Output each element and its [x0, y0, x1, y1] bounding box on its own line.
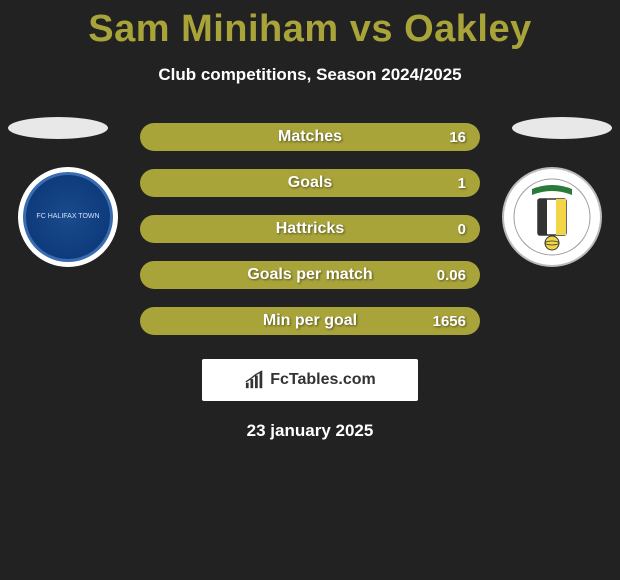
crest-right-svg	[512, 177, 592, 257]
date-label: 23 january 2025	[0, 421, 620, 441]
stat-value: 1	[458, 175, 466, 192]
chart-icon	[244, 370, 266, 390]
player-silhouette-right	[512, 117, 612, 139]
comparison-panel: FC HALIFAX TOWN Matches 16 Goals 1 Hattr…	[0, 123, 620, 441]
stat-bar: Goals per match 0.06	[140, 261, 480, 289]
subtitle: Club competitions, Season 2024/2025	[0, 65, 620, 85]
stat-value: 16	[449, 129, 466, 146]
stat-label: Min per goal	[263, 312, 357, 330]
stat-bar: Goals 1	[140, 169, 480, 197]
stat-label: Goals per match	[247, 266, 372, 284]
stat-label: Matches	[278, 128, 342, 146]
stat-label: Hattricks	[276, 220, 344, 238]
club-crest-right	[502, 167, 602, 267]
stat-value: 0	[458, 221, 466, 238]
club-crest-left: FC HALIFAX TOWN	[18, 167, 118, 267]
crest-left-label: FC HALIFAX TOWN	[32, 209, 103, 225]
brand-text: FcTables.com	[270, 371, 376, 389]
stat-bar: Matches 16	[140, 123, 480, 151]
player-silhouette-left	[8, 117, 108, 139]
stat-value: 1656	[433, 313, 466, 330]
stat-label: Goals	[288, 174, 332, 192]
stat-bar: Min per goal 1656	[140, 307, 480, 335]
page-title: Sam Miniham vs Oakley	[0, 0, 620, 51]
stat-bar: Hattricks 0	[140, 215, 480, 243]
brand-box: FcTables.com	[202, 359, 418, 401]
stat-value: 0.06	[437, 267, 466, 284]
stats-bars: Matches 16 Goals 1 Hattricks 0 Goals per…	[140, 123, 480, 335]
